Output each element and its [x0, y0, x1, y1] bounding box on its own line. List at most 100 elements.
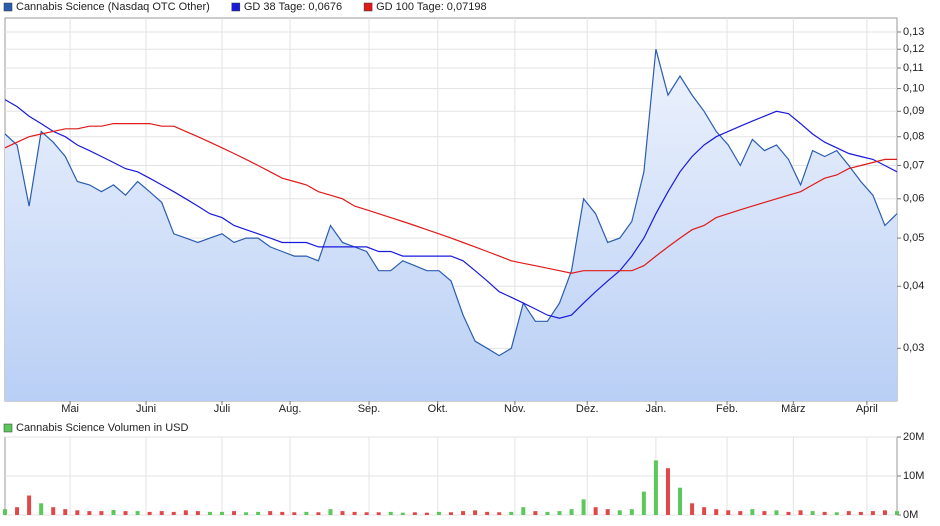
volume-bar [882, 510, 887, 515]
volume-bar [641, 491, 646, 515]
volume-bar [123, 511, 128, 515]
volume-bar [364, 512, 369, 515]
volume-bar [63, 509, 68, 515]
volume-bar [653, 460, 658, 515]
volume-bar [678, 487, 683, 515]
volume-bar [895, 511, 899, 515]
volume-bar [111, 509, 116, 515]
x-tick-label: Juli [214, 403, 231, 415]
y-tick-label: 10M [903, 470, 924, 482]
volume-bar [159, 511, 164, 515]
volume-bar [690, 503, 695, 515]
volume-bar [726, 510, 731, 515]
y-tick-label: 0,05 [903, 232, 924, 244]
volume-bar [593, 507, 598, 515]
volume-bar [304, 511, 309, 515]
volume-bar [509, 511, 514, 515]
volume-bar [798, 510, 803, 515]
volume-bar [786, 511, 791, 515]
x-tick-label: Sep. [358, 403, 381, 415]
volume-bar [858, 511, 863, 515]
x-tick-label: März [781, 403, 805, 415]
volume-bar [388, 511, 393, 515]
volume-bar [316, 512, 321, 515]
legend-swatch [3, 423, 13, 433]
volume-bar [665, 468, 670, 515]
x-tick-label: Juni [136, 403, 156, 415]
legend-swatch [3, 2, 13, 12]
x-tick-label: Okt. [428, 403, 448, 415]
volume-bar [135, 511, 140, 515]
volume-bar [629, 509, 634, 515]
volume-bar [521, 507, 526, 515]
volume-bar [449, 512, 453, 515]
volume-bar [533, 511, 538, 515]
y-tick-label: 0,12 [903, 43, 924, 55]
volume-bar [268, 511, 273, 515]
series-line [4, 99, 898, 319]
volume-bar [750, 509, 755, 515]
volume-bar [171, 511, 176, 515]
series-line [4, 123, 897, 274]
volume-bar [822, 511, 827, 515]
volume-bar [280, 511, 285, 515]
volume-bar [473, 510, 478, 515]
volume-bar [412, 512, 417, 515]
y-tick-label: 0M [903, 509, 918, 521]
y-tick-label: 0,07 [903, 159, 924, 171]
volume-bar [99, 511, 104, 515]
volume-bar [569, 509, 574, 515]
volume-bar [75, 510, 80, 515]
volume-bar [244, 512, 249, 515]
volume-bar [39, 503, 44, 515]
volume-bar [810, 511, 815, 515]
x-tick-label: April [856, 403, 878, 415]
volume-bar [557, 511, 562, 515]
volume-bar [774, 510, 779, 515]
volume-bar [605, 509, 610, 515]
volume-bar [328, 509, 333, 515]
volume-bar [497, 512, 502, 515]
volume-bar [256, 511, 261, 515]
volume-bar [702, 507, 707, 515]
x-tick-label: Jan. [646, 403, 667, 415]
y-tick-label: 0,04 [903, 280, 924, 292]
volume-bar [762, 511, 767, 515]
y-tick-label: 0,08 [903, 131, 924, 143]
volume-bar [870, 511, 875, 515]
legend-label: GD 38 Tage: 0,0676 [244, 1, 342, 13]
volume-bar [400, 512, 405, 515]
volume-bar [51, 507, 56, 515]
volume-bar [376, 512, 381, 515]
volume-bar [340, 511, 345, 515]
y-tick-label: 0,03 [903, 342, 924, 354]
volume-bar [87, 511, 92, 515]
x-tick-label: Aug. [279, 403, 302, 415]
volume-bar [581, 499, 586, 515]
x-tick-label: Dez. [576, 403, 599, 415]
volume-bar [15, 507, 20, 515]
volume-bar [846, 511, 851, 515]
x-tick-label: Nov. [504, 403, 526, 415]
y-tick-label: 0,10 [903, 82, 924, 94]
volume-bar [207, 511, 212, 515]
volume-bar [292, 512, 297, 515]
volume-bar [834, 512, 839, 515]
legend-label: Cannabis Science Volumen in USD [16, 422, 188, 434]
price-area [5, 49, 897, 401]
volume-bar [714, 509, 719, 515]
volume-bar [436, 511, 441, 515]
volume-bar [461, 511, 466, 515]
volume-bar [27, 495, 32, 515]
x-tick-label: Mai [61, 403, 79, 415]
series-line [4, 49, 898, 357]
y-tick-label: 0,13 [903, 26, 924, 38]
x-tick-label: Feb. [716, 403, 738, 415]
volume-bar [147, 511, 152, 515]
y-tick-label: 0,11 [903, 62, 924, 74]
volume-bar [195, 511, 200, 515]
y-tick-label: 20M [903, 431, 924, 443]
legend-swatch [231, 2, 241, 12]
volume-bar [424, 512, 429, 515]
